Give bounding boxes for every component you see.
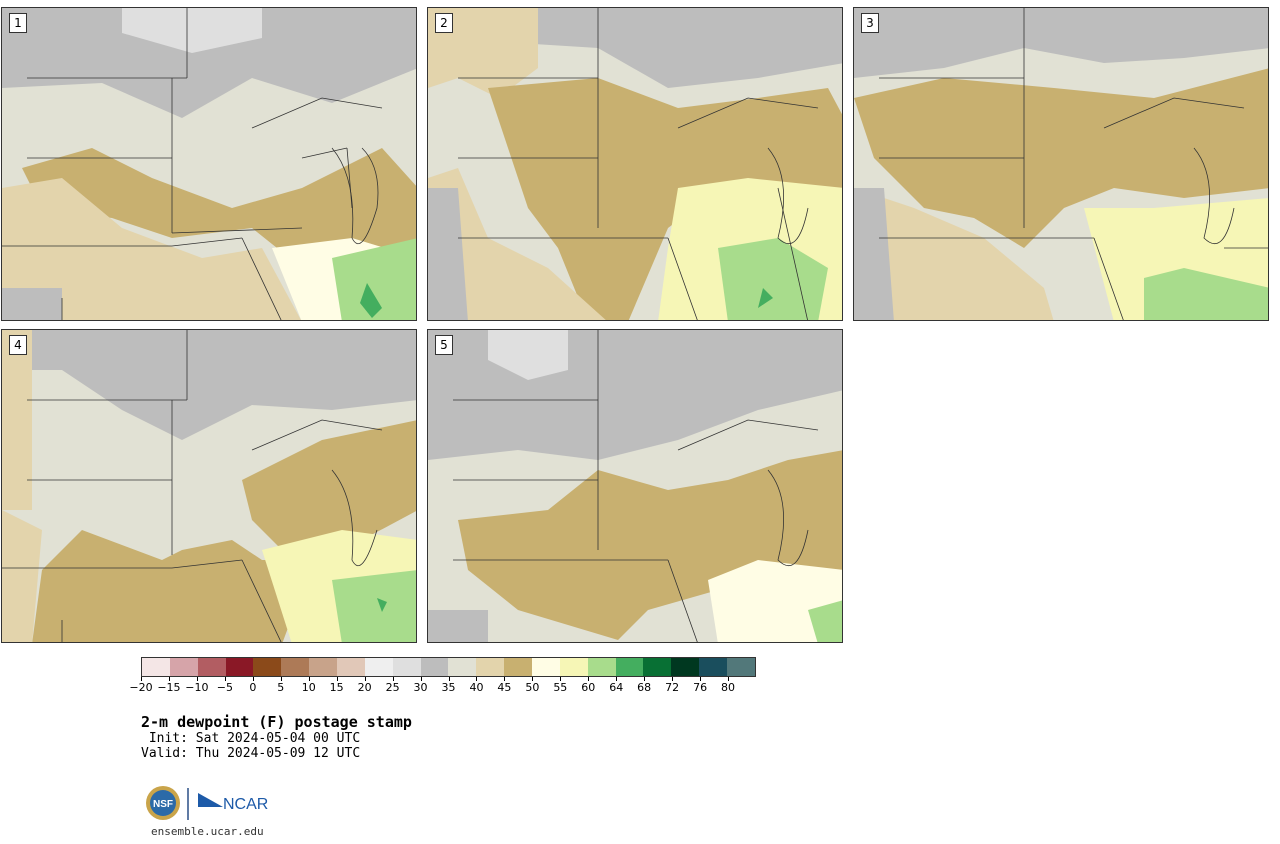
- colorbar-swatch: [615, 658, 644, 676]
- map-graphic: [2, 8, 416, 320]
- tick-mark: [280, 677, 282, 681]
- colorbar-swatch: [142, 658, 170, 676]
- init-time: Init: Sat 2024-05-04 00 UTC: [141, 731, 361, 746]
- colorbar-swatch: [309, 658, 338, 676]
- tick-mark: [616, 677, 618, 681]
- colorbar-swatch: [532, 658, 560, 676]
- tick-label: 55: [553, 681, 568, 694]
- tick-mark: [141, 677, 142, 681]
- logos: NSF NCAR: [145, 785, 275, 825]
- map-graphic: [2, 330, 416, 642]
- nsf-ncar-logo: NSF NCAR: [146, 786, 268, 820]
- tick-mark: [224, 677, 226, 681]
- tick-label: 20: [357, 681, 372, 694]
- page-title: 2-m dewpoint (F) postage stamp: [141, 713, 412, 731]
- tick-mark: [700, 677, 702, 681]
- colorbar-swatch: [559, 658, 588, 676]
- tick-label: 15: [329, 681, 344, 694]
- colorbar-swatch: [643, 658, 672, 676]
- panel-number: 5: [435, 335, 453, 355]
- tick-mark: [532, 677, 534, 681]
- tick-label: 5: [277, 681, 285, 694]
- tick-label: −20: [129, 681, 153, 694]
- map-panel-3: 3: [853, 7, 1269, 321]
- map-panel-2: 2: [427, 7, 843, 321]
- colorbar-swatch: [225, 658, 254, 676]
- tick-label: −10: [185, 681, 209, 694]
- colorbar-ticks: −20 −15 −10 −5 0 5 10 15 20 25 30 35 40 45 50 55 60 64 68 7…: [129, 677, 756, 694]
- tick-mark: [476, 677, 478, 681]
- tick-label: −15: [157, 681, 181, 694]
- colorbar-swatch: [364, 658, 393, 676]
- panel-number: 3: [861, 13, 879, 33]
- tick-label: −5: [216, 681, 233, 694]
- tick-mark: [168, 677, 170, 681]
- map-panel-5: 5: [427, 329, 843, 643]
- colorbar-swatch: [169, 658, 198, 676]
- ncar-text: NCAR: [223, 796, 268, 813]
- tick-mark: [504, 677, 506, 681]
- tick-label: 0: [249, 681, 257, 694]
- colorbar-swatch: [476, 658, 505, 676]
- panel-number: 2: [435, 13, 453, 33]
- tick-mark: [448, 677, 450, 681]
- tick-label: 76: [693, 681, 708, 694]
- colorbar-swatch: [671, 658, 700, 676]
- tick-mark: [392, 677, 394, 681]
- colorbar-swatch: [504, 658, 533, 676]
- tick-label: 50: [525, 681, 540, 694]
- tick-mark: [364, 677, 366, 681]
- map-graphic: [854, 8, 1268, 320]
- tick-mark: [196, 677, 198, 681]
- panel-number: 1: [9, 13, 27, 33]
- colorbar-swatch: [337, 658, 365, 676]
- tick-mark: [672, 677, 674, 681]
- colorbar-swatch: [699, 658, 728, 676]
- tick-label: 35: [441, 681, 456, 694]
- colorbar-swatch: [448, 658, 477, 676]
- tick-label: 45: [497, 681, 512, 694]
- tick-mark: [560, 677, 562, 681]
- colorbar-swatch: [420, 658, 449, 676]
- tick-mark: [588, 677, 590, 681]
- valid-time: Valid: Thu 2024-05-09 12 UTC: [141, 746, 361, 761]
- tick-label: 10: [301, 681, 316, 694]
- tick-label: 64: [609, 681, 624, 694]
- panel-number: 4: [9, 335, 27, 355]
- map-panel-1: 1: [1, 7, 417, 321]
- colorbar-swatch: [727, 658, 755, 676]
- tick-label: 60: [581, 681, 596, 694]
- map-panel-4: 4: [1, 329, 417, 643]
- map-graphic: [428, 8, 842, 320]
- colorbar-swatch: [281, 658, 310, 676]
- tick-mark: [308, 677, 310, 681]
- nsf-text: NSF: [153, 799, 173, 810]
- tick-mark: [336, 677, 338, 681]
- tick-mark: [420, 677, 422, 681]
- colorbar-swatch: [253, 658, 282, 676]
- tick-label: 30: [413, 681, 428, 694]
- colorbar: [141, 657, 756, 677]
- tick-label: 68: [637, 681, 652, 694]
- tick-label: 80: [721, 681, 736, 694]
- colorbar-swatch: [587, 658, 616, 676]
- colorbar-swatch: [197, 658, 226, 676]
- map-graphic: [428, 330, 842, 642]
- colorbar-swatch: [392, 658, 421, 676]
- tick-mark: [252, 677, 254, 681]
- tick-mark: [644, 677, 646, 681]
- tick-mark: [728, 677, 730, 681]
- site-url: ensemble.ucar.edu: [151, 825, 264, 838]
- tick-label: 40: [469, 681, 484, 694]
- tick-label: 72: [665, 681, 680, 694]
- tick-label: 25: [385, 681, 400, 694]
